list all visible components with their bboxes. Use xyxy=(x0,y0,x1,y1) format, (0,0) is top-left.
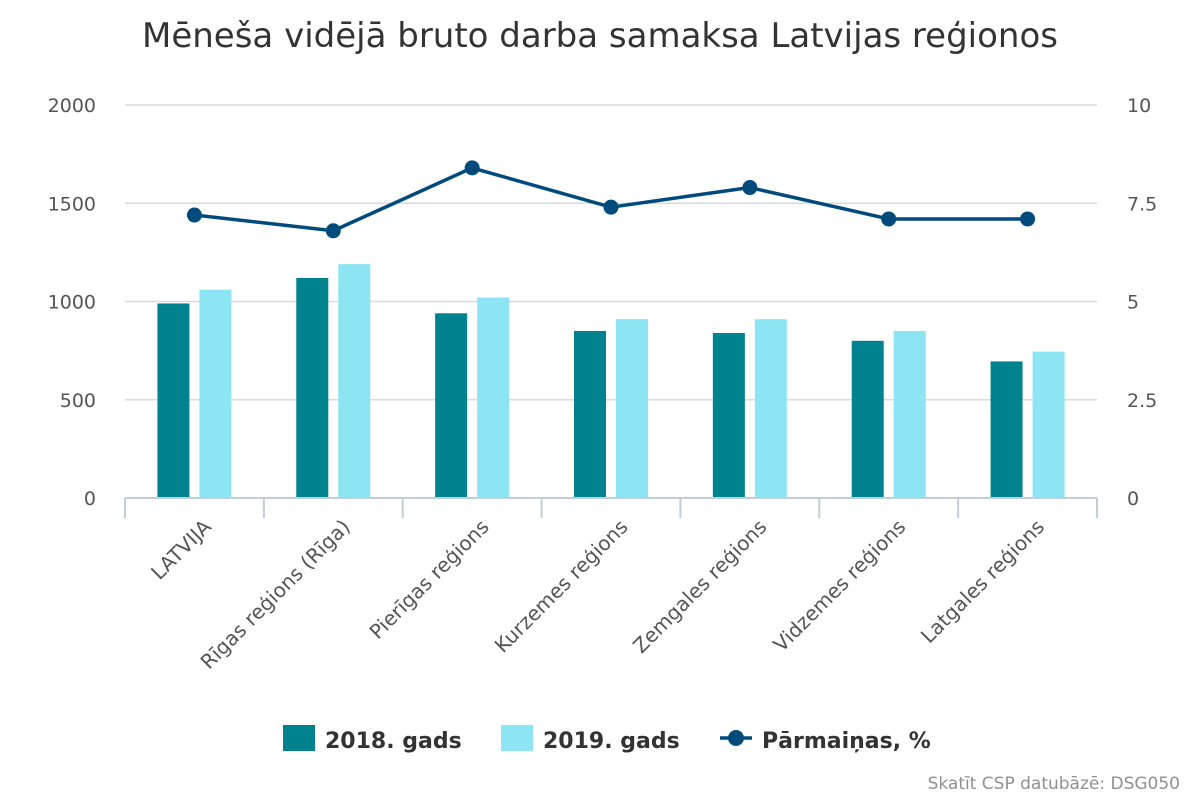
y-left-tick-label: 2000 xyxy=(48,95,96,117)
y-axis-left-ticks: 0 500 1000 1500 2000 xyxy=(48,95,96,510)
x-category-label: Pierīgas reģions xyxy=(365,515,494,644)
y-right-tick-label: 5 xyxy=(1127,292,1139,314)
change-line xyxy=(186,160,1036,239)
chart-title: Mēneša vidējā bruto darba samaksa Latvij… xyxy=(142,16,1058,56)
change-point[interactable] xyxy=(742,180,758,196)
change-point[interactable] xyxy=(186,207,202,223)
bars xyxy=(157,264,1065,498)
x-category-label: Rīgas reģions (Rīga) xyxy=(196,515,355,674)
y-right-tick-label: 7.5 xyxy=(1127,193,1157,215)
x-category-label: Kurzemes reģions xyxy=(490,515,633,658)
legend-swatch xyxy=(501,725,533,751)
bar-2018[interactable] xyxy=(435,313,468,498)
bar-2018[interactable] xyxy=(990,361,1023,498)
legend-label: 2019. gads xyxy=(543,729,680,754)
y-left-tick-label: 500 xyxy=(60,390,96,412)
y-left-tick-label: 0 xyxy=(84,488,96,510)
x-category-label: LATVIJA xyxy=(146,514,216,584)
legend: 2018. gads 2019. gads Pārmaiņas, % xyxy=(283,725,931,754)
x-category-label: Vidzemes reģions xyxy=(768,515,910,657)
bar-2018[interactable] xyxy=(574,330,606,498)
change-point[interactable] xyxy=(1020,211,1036,227)
legend-item[interactable]: Pārmaiņas, % xyxy=(720,729,931,754)
bar-2018[interactable] xyxy=(851,340,884,498)
bar-2019[interactable] xyxy=(199,289,232,498)
change-point[interactable] xyxy=(464,160,480,176)
x-category-label: Zemgales reģions xyxy=(628,515,771,658)
y-right-tick-label: 2.5 xyxy=(1127,390,1157,412)
bar-2019[interactable] xyxy=(616,319,648,498)
bar-2018[interactable] xyxy=(296,277,329,498)
legend-swatch xyxy=(283,725,315,751)
credits-text[interactable]: Skatīt CSP datubāzē: DSG050 xyxy=(928,774,1180,794)
gridlines xyxy=(125,104,1097,401)
legend-label: Pārmaiņas, % xyxy=(762,729,931,754)
bar-2018[interactable] xyxy=(157,303,190,498)
y-axis-right-ticks: 0 2.5 5 7.5 10 xyxy=(1127,95,1157,510)
change-line-path xyxy=(194,166,1028,233)
change-point[interactable] xyxy=(325,223,341,239)
bar-2019[interactable] xyxy=(477,297,510,498)
legend-marker xyxy=(728,730,744,746)
x-axis xyxy=(124,497,1098,518)
legend-item[interactable]: 2019. gads xyxy=(501,725,680,754)
bar-2019[interactable] xyxy=(893,330,926,498)
y-right-tick-label: 10 xyxy=(1127,95,1151,117)
bar-2019[interactable] xyxy=(1032,351,1065,498)
y-left-tick-label: 1500 xyxy=(48,193,96,215)
y-right-tick-label: 0 xyxy=(1127,488,1139,510)
x-category-label: Latgales reģions xyxy=(916,515,1049,648)
change-point[interactable] xyxy=(603,199,619,215)
bar-2019[interactable] xyxy=(754,319,787,498)
change-point[interactable] xyxy=(881,211,897,227)
bar-2018[interactable] xyxy=(712,332,745,498)
y-left-tick-label: 1000 xyxy=(48,292,96,314)
legend-label: 2018. gads xyxy=(325,729,462,754)
legend-item[interactable]: 2018. gads xyxy=(283,725,462,754)
bar-2019[interactable] xyxy=(338,264,371,498)
